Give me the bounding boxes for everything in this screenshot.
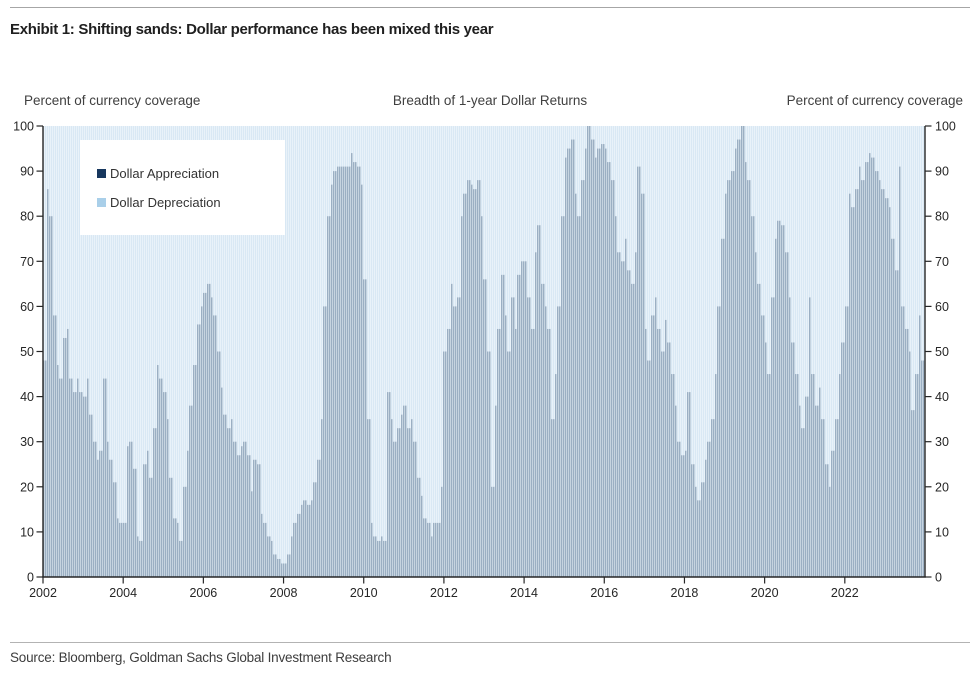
y-tick-label: 30 <box>20 435 34 449</box>
y-tick-label: 0 <box>27 571 34 585</box>
legend-item-appreciation: Dollar Appreciation <box>97 166 285 181</box>
y-tick-label: 30 <box>935 435 949 449</box>
y-tick-label: 40 <box>20 390 34 404</box>
source-text: Source: Bloomberg, Goldman Sachs Global … <box>10 650 392 665</box>
y-tick-label: 70 <box>935 255 949 269</box>
x-axis: 2002 2004 2006 2008 2010 2012 2014 2016 2018 2020… <box>29 577 859 600</box>
legend-label-appreciation: Dollar Appreciation <box>110 165 220 181</box>
y-tick-label: 80 <box>935 210 949 224</box>
stacked-bars <box>43 126 925 578</box>
right-axis-caption: Percent of currency coverage <box>786 93 963 108</box>
y-tick-label: 60 <box>20 300 34 314</box>
bottom-divider <box>10 642 970 643</box>
y-tick-label: 0 <box>935 571 942 585</box>
y-tick-label: 50 <box>20 345 34 359</box>
x-tick-label: 2020 <box>751 586 779 600</box>
x-tick-label: 2018 <box>671 586 699 600</box>
y-tick-label: 100 <box>935 120 956 134</box>
legend-label-depreciation: Dollar Depreciation <box>110 194 221 210</box>
x-tick-label: 2016 <box>590 586 618 600</box>
x-tick-label: 2004 <box>109 586 137 600</box>
y-tick-label: 10 <box>20 525 34 539</box>
appreciation-swatch-icon <box>97 168 106 178</box>
x-tick-label: 2014 <box>510 586 538 600</box>
y-axis-right: 0 10 20 30 40 50 60 70 80 90 100 <box>925 120 956 585</box>
x-tick-label: 2006 <box>189 586 217 600</box>
depreciation-swatch-icon <box>97 197 106 207</box>
exhibit-title: Exhibit 1: Shifting sands: Dollar perfor… <box>10 21 494 38</box>
y-tick-label: 90 <box>20 165 34 179</box>
legend-item-depreciation: Dollar Depreciation <box>97 195 285 210</box>
left-axis-caption: Percent of currency coverage <box>24 93 201 108</box>
y-tick-label: 100 <box>13 120 34 134</box>
y-tick-label: 70 <box>20 255 34 269</box>
y-tick-label: 10 <box>935 525 949 539</box>
chart-title: Breadth of 1-year Dollar Returns <box>392 93 588 108</box>
legend: Dollar Appreciation Dollar Depreciation <box>80 140 285 235</box>
y-tick-label: 90 <box>935 165 949 179</box>
x-tick-label: 2002 <box>29 586 57 600</box>
y-axis-left: 0 10 20 30 40 50 60 70 80 90 100 <box>13 120 43 585</box>
x-tick-label: 2012 <box>430 586 458 600</box>
y-tick-label: 50 <box>935 345 949 359</box>
y-tick-label: 40 <box>935 390 949 404</box>
x-tick-label: 2008 <box>270 586 298 600</box>
x-tick-label: 2022 <box>831 586 859 600</box>
y-tick-label: 20 <box>20 480 34 494</box>
y-tick-label: 60 <box>935 300 949 314</box>
y-tick-label: 20 <box>935 480 949 494</box>
y-tick-label: 80 <box>20 210 34 224</box>
x-tick-label: 2010 <box>350 586 378 600</box>
top-divider <box>10 7 970 8</box>
